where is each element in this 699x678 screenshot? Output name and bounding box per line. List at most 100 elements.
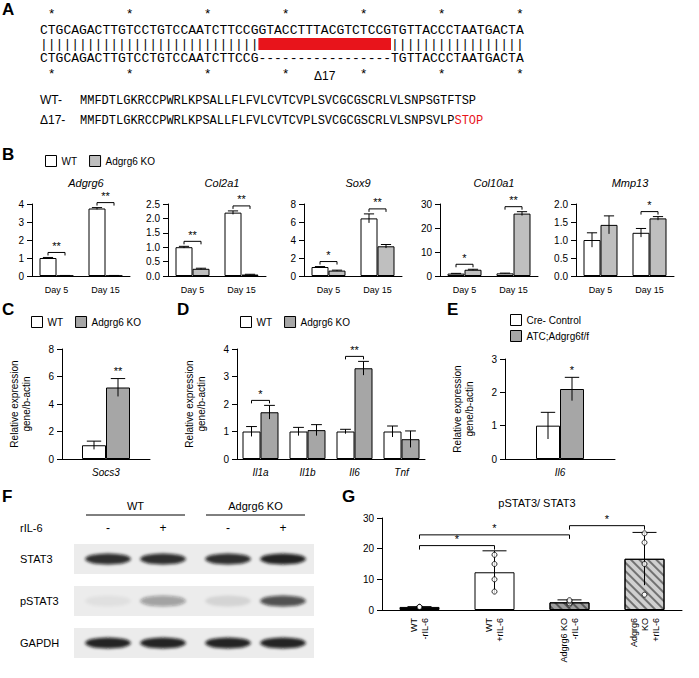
svg-text:Il6: Il6 <box>555 467 566 478</box>
svg-text:GAPDH: GAPDH <box>20 637 59 649</box>
svg-text:pSTAT3: pSTAT3 <box>20 595 59 607</box>
svg-text:0: 0 <box>368 605 374 616</box>
svg-text:-: - <box>226 521 230 535</box>
svg-text:2: 2 <box>223 399 229 410</box>
svg-text:CTGCAGACTTGTCCTGTCCAATCTTCCGGT: CTGCAGACTTGTCCTGTCCAATCTTCCGGTACCTTTACGT… <box>40 23 524 38</box>
svg-text:4: 4 <box>290 235 296 246</box>
svg-text:ATC;Adgrg6f/f: ATC;Adgrg6f/f <box>527 331 590 342</box>
svg-text:Day 5: Day 5 <box>453 285 477 295</box>
svg-text:*: * <box>462 252 467 264</box>
svg-text:Day 5: Day 5 <box>589 285 613 295</box>
svg-text:6: 6 <box>290 217 296 228</box>
svg-text:Mmp13: Mmp13 <box>612 177 650 189</box>
svg-text:30: 30 <box>421 199 433 210</box>
svg-text:0.0: 0.0 <box>554 271 568 282</box>
svg-text:**: ** <box>188 229 197 241</box>
svg-text:MMFDTLGKRCCPWRLKPSALLFLFVLCVTC: MMFDTLGKRCCPWRLKPSALLFLFVLCVTCVPLSVCGCGS… <box>80 94 476 108</box>
svg-text:Day 5: Day 5 <box>317 285 341 295</box>
svg-text:Col10a1: Col10a1 <box>474 177 515 189</box>
svg-text:2.5: 2.5 <box>146 199 160 210</box>
svg-text:10: 10 <box>421 247 433 258</box>
svg-text:Col2a1: Col2a1 <box>205 177 240 189</box>
svg-text:gene/b-actin: gene/b-actin <box>464 381 475 436</box>
svg-text:20: 20 <box>421 223 433 234</box>
svg-text:1.0: 1.0 <box>554 235 568 246</box>
svg-text:Adgrg6 KO: Adgrg6 KO <box>106 156 156 167</box>
svg-text:Il1b: Il1b <box>299 467 316 478</box>
svg-text:4: 4 <box>18 199 24 210</box>
svg-text:3: 3 <box>223 371 229 382</box>
svg-text:WT: WT <box>257 317 273 328</box>
svg-text:*: * <box>605 513 610 525</box>
svg-text:Δ17: Δ17 <box>314 69 336 83</box>
svg-text:10: 10 <box>363 574 375 585</box>
svg-text:+rIL-6: +rIL-6 <box>495 618 505 642</box>
svg-text:Relative expression: Relative expression <box>184 360 195 447</box>
svg-text:4: 4 <box>48 399 54 410</box>
svg-text:2: 2 <box>290 253 296 264</box>
svg-text:WT: WT <box>62 156 78 167</box>
svg-text:Day 5: Day 5 <box>45 285 69 295</box>
svg-text:Day 15: Day 15 <box>91 285 120 295</box>
svg-text:2: 2 <box>48 426 54 437</box>
svg-text:Tnf: Tnf <box>394 467 410 478</box>
svg-text:20: 20 <box>363 543 375 554</box>
svg-text:pSTAT3/ STAT3: pSTAT3/ STAT3 <box>498 497 575 509</box>
svg-text:Cre- Control: Cre- Control <box>527 315 581 326</box>
svg-text:WT: WT <box>127 500 144 512</box>
svg-text:* * *: * * * * * * * <box>40 67 524 82</box>
svg-text:*: * <box>647 199 652 211</box>
svg-text:Day 15: Day 15 <box>363 285 392 295</box>
svg-text:4: 4 <box>223 344 229 355</box>
svg-text:-rIL-6: -rIL-6 <box>420 618 430 640</box>
svg-text:*: * <box>492 522 497 534</box>
svg-text:rIL-6: rIL-6 <box>20 522 43 534</box>
svg-text:0.5: 0.5 <box>554 253 568 264</box>
svg-text:2.0: 2.0 <box>146 213 160 224</box>
svg-text:3: 3 <box>491 354 497 365</box>
svg-text:Socs3: Socs3 <box>92 467 120 478</box>
svg-text:1.5: 1.5 <box>146 227 160 238</box>
svg-text:CTGCAGACTTGTCCTGTCCAATCTTCCG--: CTGCAGACTTGTCCTGTCCAATCTTCCG------------… <box>40 51 524 66</box>
svg-text:Relative expression: Relative expression <box>9 360 20 447</box>
svg-text:2: 2 <box>18 235 24 246</box>
svg-text:Day 15: Day 15 <box>499 285 528 295</box>
svg-text:0: 0 <box>18 271 24 282</box>
svg-text:**: ** <box>373 196 382 208</box>
svg-text:8: 8 <box>290 199 296 210</box>
svg-text:0: 0 <box>491 454 497 465</box>
svg-text:* * *: * * * * * * * <box>40 7 524 22</box>
svg-text:Day 5: Day 5 <box>181 285 205 295</box>
svg-text:-rIL-6: -rIL-6 <box>570 618 580 640</box>
svg-text:STAT3: STAT3 <box>20 553 53 565</box>
svg-text:Δ17-: Δ17- <box>40 113 65 127</box>
svg-text:0: 0 <box>426 271 432 282</box>
svg-text:Il1a: Il1a <box>252 467 269 478</box>
svg-text:Adgrg6 KO: Adgrg6 KO <box>559 618 569 663</box>
svg-text:0.5: 0.5 <box>146 256 160 267</box>
svg-text:*: * <box>326 249 331 261</box>
svg-text:Adgrg6: Adgrg6 <box>67 177 104 189</box>
svg-text:gene/b-actin: gene/b-actin <box>196 376 207 431</box>
svg-text:gene/b-actin: gene/b-actin <box>21 376 32 431</box>
svg-text:1.0: 1.0 <box>146 242 160 253</box>
svg-text:+rIL-6: +rIL-6 <box>651 618 661 642</box>
svg-text:**: ** <box>52 240 61 252</box>
svg-text:Relative expression: Relative expression <box>452 365 463 452</box>
svg-text:Il6: Il6 <box>349 467 360 478</box>
svg-text:||||||||||||||||||||||||||||: |||||||||||||||||||||||||||| |||||||||||… <box>40 37 524 52</box>
svg-text:KO: KO <box>640 618 650 631</box>
svg-text:1: 1 <box>491 420 497 431</box>
svg-text:1: 1 <box>223 426 229 437</box>
svg-text:+: + <box>159 521 166 535</box>
svg-text:30: 30 <box>363 513 375 524</box>
svg-text:**: ** <box>101 190 110 202</box>
svg-text:Adgrg6 KO: Adgrg6 KO <box>228 500 283 512</box>
svg-text:8: 8 <box>48 344 54 355</box>
svg-text:WT: WT <box>409 618 419 632</box>
svg-text:MMFDTLGKRCCPWRLKPSALLFLFVLCVTC: MMFDTLGKRCCPWRLKPSALLFLFVLCVTCVPLSVCGCGS… <box>80 114 483 128</box>
svg-text:WT: WT <box>484 618 494 632</box>
svg-text:**: ** <box>509 194 518 206</box>
svg-text:+: + <box>279 521 286 535</box>
svg-text:0.0: 0.0 <box>146 271 160 282</box>
